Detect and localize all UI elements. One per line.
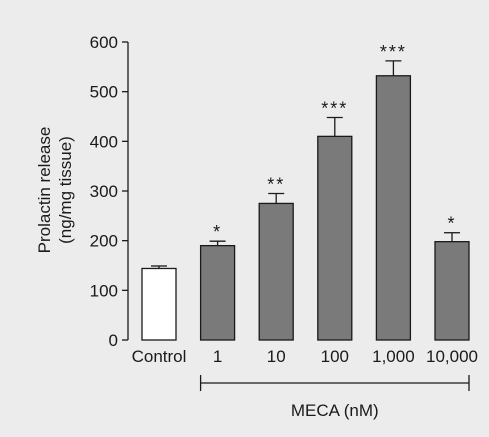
- bar: [199, 244, 236, 341]
- bar: [375, 75, 412, 341]
- y-axis-label-line: (ng/mg tissue): [56, 136, 75, 244]
- significance-marker: ***: [380, 42, 407, 62]
- y-tick-label: 400: [90, 132, 118, 151]
- group-label: MECA (nM): [291, 401, 379, 420]
- significance-marker: *: [213, 222, 222, 242]
- group-bracket: MECA (nM): [199, 375, 470, 420]
- x-tick-label: Control: [132, 347, 187, 366]
- y-tick-label: 300: [90, 182, 118, 201]
- significance-marker: ***: [321, 98, 348, 118]
- bar: [141, 267, 177, 341]
- x-tick-label: 10: [267, 347, 286, 366]
- y-axis-label: Prolactin release (ng/mg tissue): [35, 127, 75, 254]
- x-tick-label: 10,000: [426, 347, 478, 366]
- y-tick-label: 600: [90, 33, 118, 52]
- y-axis: 0 100 200 300 400 500 600: [90, 33, 129, 350]
- bar: [258, 202, 294, 341]
- bar: [317, 135, 353, 341]
- y-tick-label: 100: [90, 281, 118, 300]
- x-tick-labels: Control 1 10 100 1,000 10,000: [132, 347, 478, 366]
- y-tick-label: 500: [90, 83, 118, 102]
- y-tick-label: 0: [109, 331, 118, 350]
- x-tick-label: 1,000: [372, 347, 415, 366]
- y-axis-label-line: Prolactin release: [35, 127, 54, 254]
- bars: **********: [141, 42, 470, 341]
- significance-marker: *: [447, 214, 456, 234]
- y-tick-label: 200: [90, 232, 118, 251]
- x-tick-label: 100: [321, 347, 349, 366]
- bar: [434, 241, 470, 341]
- significance-marker: **: [267, 174, 285, 194]
- x-tick-label: 1: [213, 347, 222, 366]
